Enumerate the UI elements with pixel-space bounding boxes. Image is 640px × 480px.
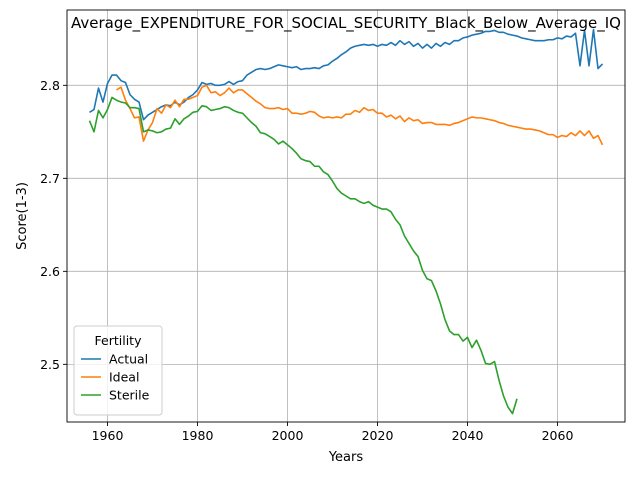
plot-area-frame — [66, 9, 626, 423]
x-axis-label: Years — [328, 450, 364, 465]
legend-label-actual: Actual — [109, 352, 148, 367]
y-tick-label: 2.7 — [40, 171, 60, 186]
x-tick-label: 1980 — [182, 428, 214, 443]
x-tick-label: 2020 — [362, 428, 394, 443]
legend: Fertility Actual Ideal Sterile — [73, 325, 163, 416]
series-line-ideal — [116, 84, 604, 146]
legend-title: Fertility — [95, 333, 143, 348]
grid — [67, 10, 625, 422]
y-tick-label: 2.6 — [40, 264, 60, 279]
x-tick-label: 2000 — [272, 428, 304, 443]
legend-frame — [73, 325, 163, 416]
x-tick-label: 1960 — [92, 428, 124, 443]
series-line-actual — [89, 28, 604, 121]
x-tick-label: 2040 — [452, 428, 484, 443]
axis-ticks: 1960 1980 2000 2020 2040 2060 2.5 2.6 2.7 2.8 — [40, 78, 573, 443]
y-tick-label: 2.8 — [40, 78, 60, 93]
y-axis-label: Score(1-3) — [15, 182, 30, 250]
chart-title: Average_EXPENDITURE_FOR_SOCIAL_SECURITY_… — [71, 14, 621, 33]
series-lines — [88, 28, 604, 415]
series-line-sterile — [88, 96, 518, 415]
legend-label-ideal: Ideal — [109, 370, 139, 385]
x-tick-label: 2060 — [542, 428, 574, 443]
legend-label-sterile: Sterile — [109, 388, 150, 403]
legend-entries: Actual Ideal Sterile — [81, 352, 150, 403]
y-tick-label: 2.5 — [40, 357, 60, 372]
